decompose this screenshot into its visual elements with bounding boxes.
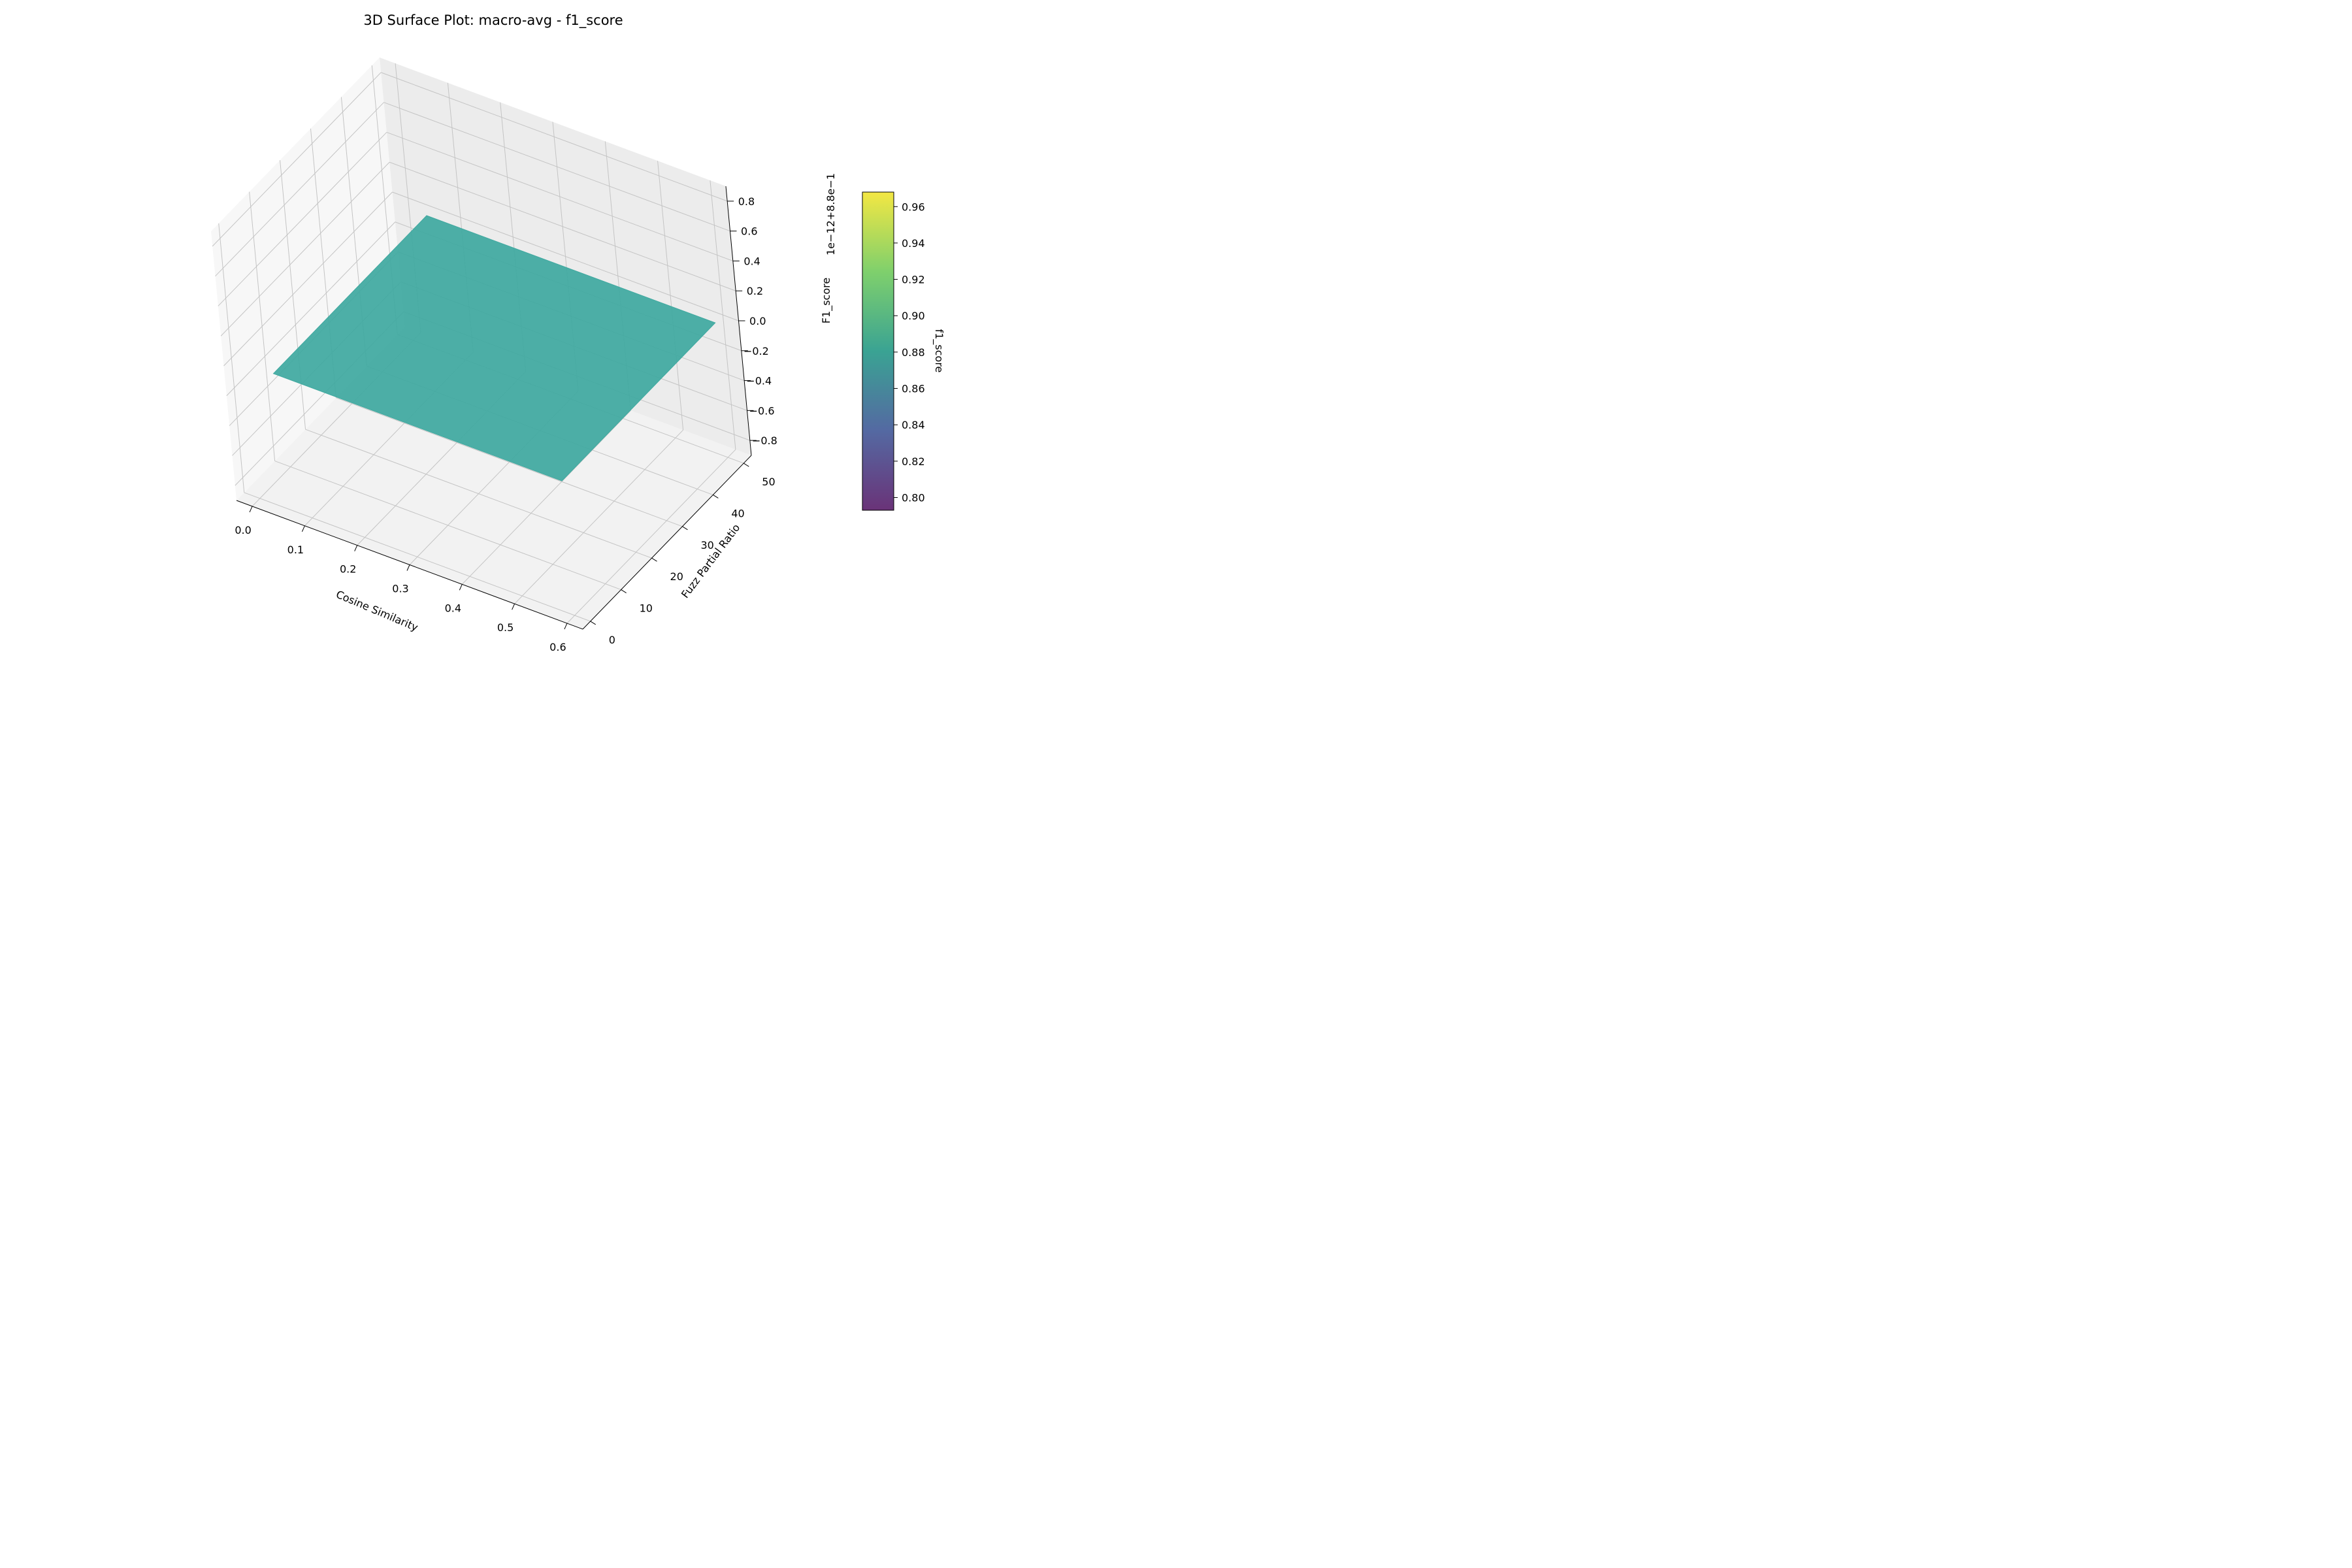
z-tick-label: −0.4 [746, 375, 772, 387]
z-gridline-back [392, 191, 739, 321]
z-gridline-left [226, 221, 396, 397]
y-tick-label: 50 [762, 476, 775, 488]
x-tick-mark [512, 603, 515, 610]
y-tick-label: 20 [670, 570, 683, 583]
z-gridline-left [218, 132, 387, 306]
colorbar-tick-label: 0.88 [902, 346, 925, 359]
z-gridline-back [380, 72, 728, 202]
ticks: 0.0 0.1 0.2 0.3 0.4 0.5 0.6 0 10 20 30 40 50 −0.8 −0.6… [235, 195, 777, 653]
colorbar-gradient [862, 191, 894, 511]
colorbar-label: f1_score [932, 329, 945, 373]
y-tick-label: 30 [700, 539, 713, 551]
z-tick-label: 0.2 [747, 285, 763, 297]
colorbar-tick-label: 0.94 [902, 237, 925, 250]
x-tick-label: 0.4 [445, 602, 461, 614]
y-tick-mark [621, 589, 627, 593]
y-tick-mark [682, 526, 688, 531]
x-tick-mark [249, 506, 253, 513]
x-tick-mark [564, 623, 568, 630]
z-tick-label: 0.6 [741, 225, 757, 238]
x-tick-label: 0.2 [340, 563, 356, 576]
y-gridline-floor [244, 492, 591, 622]
surface-plane [272, 215, 716, 482]
colorbar-tick-label: 0.80 [902, 492, 925, 504]
chart: 3D Surface Plot: macro-avg - f1_score 0.… [211, 12, 945, 653]
y-gridline-floor [274, 461, 621, 591]
y-axis-line [582, 455, 752, 630]
y-tick-mark [651, 557, 657, 562]
y-tick-mark [713, 495, 719, 498]
z-gridline-back [386, 131, 734, 261]
y-tick-mark [590, 621, 596, 625]
x-tick-label: 0.1 [287, 544, 304, 556]
x-tick-label: 0.5 [497, 621, 514, 634]
x-tick-mark [301, 525, 305, 532]
gridlines [212, 63, 751, 624]
z-gridline-back [389, 161, 736, 291]
x-tick-mark [406, 564, 410, 571]
colorbar-tick-label: 0.90 [902, 310, 925, 322]
colorbar-tick-label: 0.84 [902, 419, 925, 431]
chart-title: 3D Surface Plot: macro-avg - f1_score [363, 12, 623, 29]
colorbar: f1_score 0.80 0.82 0.84 0.86 0.88 0.90 0.92 0.9… [862, 191, 945, 511]
z-gridline-left [223, 191, 393, 367]
surface [272, 215, 716, 482]
colorbar-tick-label: 0.82 [902, 455, 925, 468]
colorbar-tick-label: 0.96 [902, 201, 925, 213]
x-gridline-floor [566, 449, 736, 624]
x-tick-mark [354, 545, 358, 551]
z-tick-label: −0.6 [749, 404, 775, 417]
y-tick-mark [743, 463, 749, 467]
x-tick-label: 0.3 [392, 583, 408, 595]
y-tick-label: 0 [609, 634, 615, 646]
colorbar-tick-label: 0.92 [902, 274, 925, 286]
z-gridline-left [220, 161, 390, 336]
x-tick-label: 0.0 [235, 524, 251, 536]
z-tick-label: −0.2 [743, 345, 769, 357]
z-gridline-back [384, 102, 730, 232]
y-tick-label: 10 [640, 602, 653, 615]
x-tick-mark [459, 584, 463, 591]
z-offset-label: 1e−12+8.8e−1 [825, 173, 837, 255]
z-tick-label: 0.8 [738, 195, 755, 208]
z-axis-label: F1_score [820, 278, 833, 323]
y-gridline-floor [305, 429, 652, 559]
x-tick-label: 0.6 [549, 641, 566, 653]
y-axis-label: Fuzz Partial Ratio [679, 521, 743, 600]
z-tick-label: −0.8 [752, 434, 777, 447]
z-gridline-left [215, 102, 384, 277]
z-gridline-left [212, 72, 382, 247]
z-tick-label: 0.4 [743, 255, 760, 267]
x-gridline-floor [461, 410, 631, 585]
x-gridline-floor [514, 429, 683, 604]
y-gridline-floor [336, 397, 683, 527]
y-tick-label: 40 [731, 507, 744, 519]
z-tick-label: 0.0 [749, 315, 766, 327]
colorbar-tick-label: 0.86 [902, 383, 925, 395]
